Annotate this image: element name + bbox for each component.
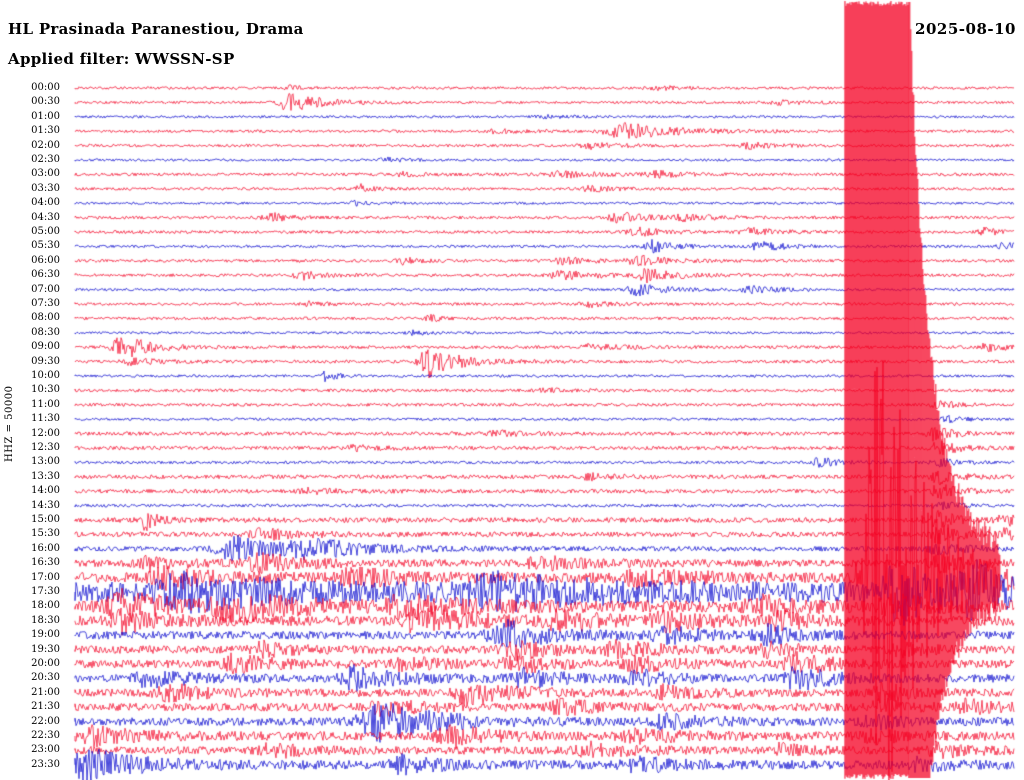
time-label-2130: 21:30 <box>31 701 60 713</box>
time-label-0230: 02:30 <box>31 154 60 165</box>
time-label-0730: 07:30 <box>31 298 60 309</box>
time-label-2330: 23:30 <box>31 758 60 770</box>
time-label-1800: 18:00 <box>31 600 60 612</box>
time-label-0500: 05:00 <box>31 226 60 237</box>
time-label-1200: 12:00 <box>31 427 60 439</box>
time-label-1930: 19:30 <box>31 643 60 655</box>
time-label-0030: 00:30 <box>31 96 60 108</box>
time-label-0700: 07:00 <box>31 283 60 295</box>
time-label-1230: 12:30 <box>31 442 60 453</box>
time-label-0830: 08:30 <box>31 326 60 338</box>
time-label-1530: 15:30 <box>31 528 60 540</box>
time-label-0430: 04:30 <box>31 211 60 223</box>
time-label-1130: 11:30 <box>31 413 60 425</box>
time-label-1430: 14:30 <box>31 499 60 511</box>
time-label-1630: 16:30 <box>31 557 60 569</box>
time-label-1700: 17:00 <box>31 571 60 583</box>
time-label-2000: 20:00 <box>31 658 60 669</box>
time-label-0330: 03:30 <box>31 182 60 194</box>
time-label-1100: 11:00 <box>31 398 60 410</box>
time-label-0130: 01:30 <box>31 125 60 137</box>
time-label-1030: 10:30 <box>31 384 60 396</box>
time-label-1400: 14:00 <box>31 485 60 497</box>
time-label-0530: 05:30 <box>31 240 60 252</box>
time-label-0100: 01:00 <box>31 110 60 122</box>
time-label-1300: 13:00 <box>31 456 60 468</box>
time-label-1730: 17:30 <box>31 586 60 597</box>
time-label-0930: 09:30 <box>31 355 60 367</box>
time-labels-column: 00:00 00:30 01:00 01:30 02:00 02:30 03:00 03:30… <box>0 0 64 780</box>
filter-label: Applied filter: WWSSN-SP <box>8 50 235 68</box>
time-label-0600: 06:00 <box>31 254 60 266</box>
time-label-2030: 20:30 <box>31 672 60 684</box>
time-label-0000: 00:00 <box>31 82 60 93</box>
time-label-0630: 06:30 <box>31 269 60 281</box>
time-label-2230: 22:30 <box>31 730 60 741</box>
time-label-0900: 09:00 <box>31 341 60 353</box>
date-label: 2025-08-10 <box>915 20 1016 38</box>
time-label-2200: 22:00 <box>31 715 60 727</box>
station-title: HL Prasinada Paranestiou, Drama <box>8 20 304 38</box>
time-label-1330: 13:30 <box>31 470 60 482</box>
time-label-0400: 04:00 <box>31 197 60 209</box>
time-label-2300: 23:00 <box>31 744 60 756</box>
time-label-1500: 15:00 <box>31 514 60 525</box>
time-label-1830: 18:30 <box>31 614 60 626</box>
time-label-0200: 02:00 <box>31 139 60 151</box>
time-label-1900: 19:00 <box>31 629 60 641</box>
time-label-2100: 21:00 <box>31 686 60 698</box>
time-label-0800: 08:00 <box>31 312 60 324</box>
time-label-1600: 16:00 <box>31 542 60 554</box>
time-label-1000: 10:00 <box>31 370 60 381</box>
time-label-0300: 03:00 <box>31 168 60 180</box>
